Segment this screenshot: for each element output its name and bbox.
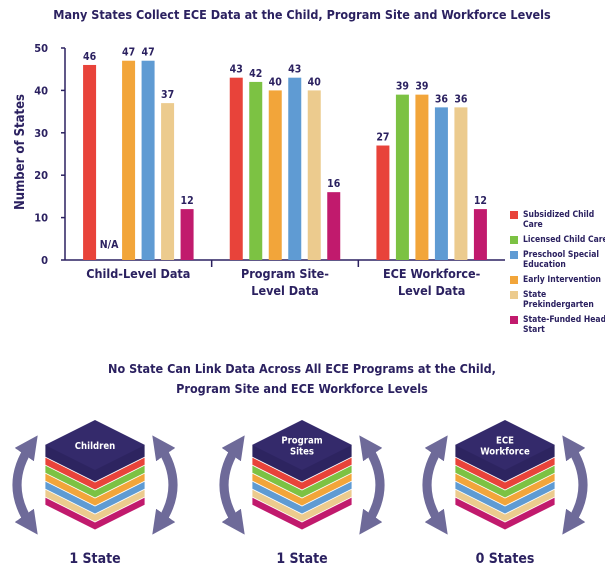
- x-tick-label: ECE Workforce- Level Data: [383, 266, 481, 298]
- legend-swatch: [510, 276, 518, 284]
- data-label: 46: [83, 51, 97, 63]
- chart-title: Many States Collect ECE Data at the Chil…: [53, 7, 551, 22]
- legend-swatch: [510, 251, 518, 259]
- y-tick-label: 0: [41, 254, 48, 267]
- data-label: 37: [161, 89, 174, 101]
- stack-label: Sites: [290, 447, 314, 458]
- data-label: 40: [308, 76, 322, 88]
- x-tick-label: Child-Level Data: [86, 266, 190, 281]
- cycle-arrow: [159, 445, 173, 525]
- bar: [122, 61, 135, 260]
- legend-item: Licensed Child Care: [510, 235, 605, 245]
- data-label: 16: [327, 178, 341, 190]
- legend-item: State-Funded Head Start: [510, 315, 605, 335]
- stack-caption: 1 State: [276, 551, 327, 567]
- y-tick-label: 10: [34, 212, 48, 225]
- stack-label: Program: [281, 436, 322, 447]
- bar: [454, 107, 467, 260]
- data-label: 12: [181, 195, 194, 207]
- bar: [249, 82, 262, 260]
- data-label: 12: [474, 195, 487, 207]
- cycle-arrow: [569, 445, 583, 525]
- data-label: 47: [142, 47, 155, 59]
- data-label: 43: [288, 64, 301, 76]
- x-tick-label-line: Level Data: [251, 283, 318, 298]
- data-label: 40: [269, 76, 283, 88]
- data-label: 47: [122, 47, 135, 59]
- data-label: 39: [415, 81, 428, 93]
- data-label: 39: [396, 81, 409, 93]
- data-label: N/A: [100, 239, 119, 251]
- y-axis-label: Number of States: [13, 94, 28, 210]
- bar: [435, 107, 448, 260]
- x-tick-label-line: Level Data: [398, 283, 465, 298]
- bar: [288, 78, 301, 260]
- cycle-arrow: [17, 445, 31, 525]
- legend-item: State Prekindergarten: [510, 290, 605, 310]
- x-tick-label: Program Site- Level Data: [241, 266, 329, 298]
- page: Many States Collect ECE Data at the Chil…: [0, 0, 605, 573]
- x-tick-label-line: ECE Workforce-: [383, 266, 481, 281]
- bar: [396, 95, 409, 260]
- legend-label: Early Intervention: [523, 275, 601, 285]
- legend-item: Subsidized Child Care: [510, 210, 605, 230]
- legend-item: Preschool Special Education: [510, 250, 605, 270]
- legend-label: State-Funded Head Start: [523, 315, 605, 335]
- legend-swatch: [510, 236, 518, 244]
- legend-label: State Prekindergarten: [523, 290, 605, 310]
- legend-swatch: [510, 316, 518, 324]
- legend-label: Preschool Special Education: [523, 250, 605, 270]
- legend-label: Licensed Child Care: [523, 235, 605, 245]
- x-tick-label-line: Program Site-: [241, 266, 329, 281]
- legend-swatch: [510, 211, 518, 219]
- data-label: 43: [230, 64, 243, 76]
- bar: [415, 95, 428, 260]
- legend: Subsidized Child Care Licensed Child Care…: [510, 210, 605, 340]
- cycle-arrow: [427, 445, 441, 525]
- y-tick-label: 40: [34, 84, 48, 97]
- y-tick-label: 30: [34, 127, 48, 140]
- stack-label: Workforce: [480, 447, 530, 458]
- legend-item: Early Intervention: [510, 275, 605, 285]
- bar: [327, 192, 340, 260]
- data-label: 36: [435, 93, 449, 105]
- bar: [142, 61, 155, 260]
- bar: [83, 65, 96, 260]
- bar: [308, 90, 321, 260]
- data-label: 42: [249, 68, 262, 80]
- diagram-title: Program Site and ECE Workforce Levels: [176, 381, 428, 396]
- diagram-title: No State Can Link Data Across All ECE Pr…: [108, 361, 496, 376]
- bar: [230, 78, 243, 260]
- stack-caption: 0 States: [476, 551, 535, 567]
- bar: [181, 209, 194, 260]
- x-tick-label-line: Child-Level Data: [86, 266, 190, 281]
- bar: [474, 209, 487, 260]
- data-label: 27: [376, 132, 389, 144]
- stack-label: ECE: [496, 436, 514, 447]
- bar: [161, 103, 174, 260]
- cycle-arrow: [366, 445, 380, 525]
- cycle-arrow: [224, 445, 238, 525]
- data-label: 36: [454, 93, 468, 105]
- stack-label: Children: [75, 441, 115, 452]
- legend-swatch: [510, 291, 518, 299]
- y-tick-label: 20: [34, 169, 48, 182]
- y-tick-label: 50: [34, 42, 48, 55]
- bar: [376, 146, 389, 260]
- bar: [269, 90, 282, 260]
- stack-caption: 1 State: [69, 551, 120, 567]
- legend-label: Subsidized Child Care: [523, 210, 605, 230]
